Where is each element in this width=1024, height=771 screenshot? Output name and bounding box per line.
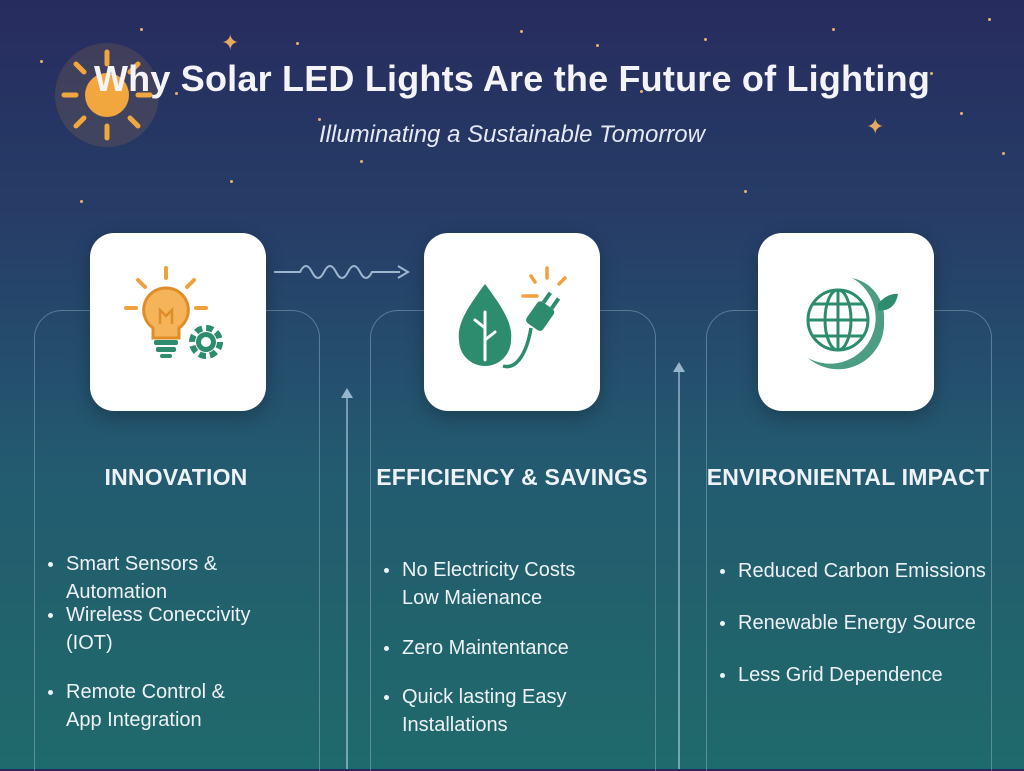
icon-card-innovation — [90, 233, 266, 411]
star-dot — [296, 42, 299, 45]
list-item-continuation: (IOT) — [66, 632, 113, 654]
star-dot — [640, 90, 643, 93]
star-dot — [988, 18, 991, 21]
heading-efficiency: EFFICIENCY & SAVINGS — [376, 464, 648, 490]
list-item: Remote Control & — [46, 678, 316, 706]
arrow-up-icon — [673, 362, 685, 372]
arrow-up-icon — [341, 388, 353, 398]
star-dot — [40, 60, 43, 63]
list-innovation: Wireless Coneccivity — [46, 601, 316, 629]
list-efficiency: Quick lasting Easy Installations — [382, 683, 672, 739]
page-subtitle: Illuminating a Sustainable Tomorrow — [319, 121, 705, 148]
lightbulb-gear-icon — [124, 266, 223, 359]
list-item: No Electricity Costs — [382, 556, 662, 584]
star-dot — [360, 160, 363, 163]
globe-leaf-icon — [806, 278, 898, 370]
icon-card-efficiency — [424, 233, 600, 411]
list-item-continuation: Low Maienance — [402, 587, 543, 609]
star-dot — [832, 28, 835, 31]
sparkle-icon: ✦ — [221, 30, 240, 55]
page-title: Why Solar LED Lights Are the Future of L… — [93, 58, 931, 99]
star-dot — [520, 30, 523, 33]
star-dot — [704, 38, 707, 41]
list-efficiency: Zero Maintentance — [382, 634, 662, 662]
heading-environment: ENVIRONIENTAL IMPACT — [706, 464, 990, 490]
list-environment: Less Grid Dependence — [718, 661, 988, 689]
connector-line — [346, 398, 348, 769]
sun-icon — [52, 40, 162, 150]
list-innovation: Smart Sensors & Automation — [46, 550, 316, 606]
star-dot — [175, 92, 178, 95]
star-dot — [744, 190, 747, 193]
list-item: Less Grid Dependence — [718, 661, 988, 689]
list-environment: Reduced Carbon Emissions — [718, 557, 988, 585]
list-item: Quick lasting Easy Installations — [382, 683, 672, 739]
leaf-plug-icon — [458, 266, 567, 369]
wave-arrow-icon — [274, 265, 410, 279]
connector-line — [678, 372, 680, 769]
star-dot — [930, 72, 933, 75]
list-item-continuation: App Integration — [66, 709, 202, 731]
list-item: Zero Maintentance — [382, 634, 662, 662]
sparkle-icon: ✦ — [866, 114, 885, 139]
star-dot — [140, 28, 143, 31]
star-dot — [596, 44, 599, 47]
heading-innovation: INNOVATION — [104, 464, 248, 490]
list-item: Renewable Energy Source — [718, 609, 988, 637]
star-dot — [230, 180, 233, 183]
icon-card-environment — [758, 233, 934, 411]
star-dot — [960, 112, 963, 115]
star-dot — [80, 200, 83, 203]
list-item: Smart Sensors & Automation — [46, 550, 316, 606]
list-efficiency: No Electricity Costs — [382, 556, 662, 584]
list-innovation: Remote Control & — [46, 678, 316, 706]
list-environment: Renewable Energy Source — [718, 609, 988, 637]
list-item: Wireless Coneccivity — [46, 601, 316, 629]
star-dot — [1002, 152, 1005, 155]
star-dot — [318, 118, 321, 121]
list-item: Reduced Carbon Emissions — [718, 557, 988, 585]
